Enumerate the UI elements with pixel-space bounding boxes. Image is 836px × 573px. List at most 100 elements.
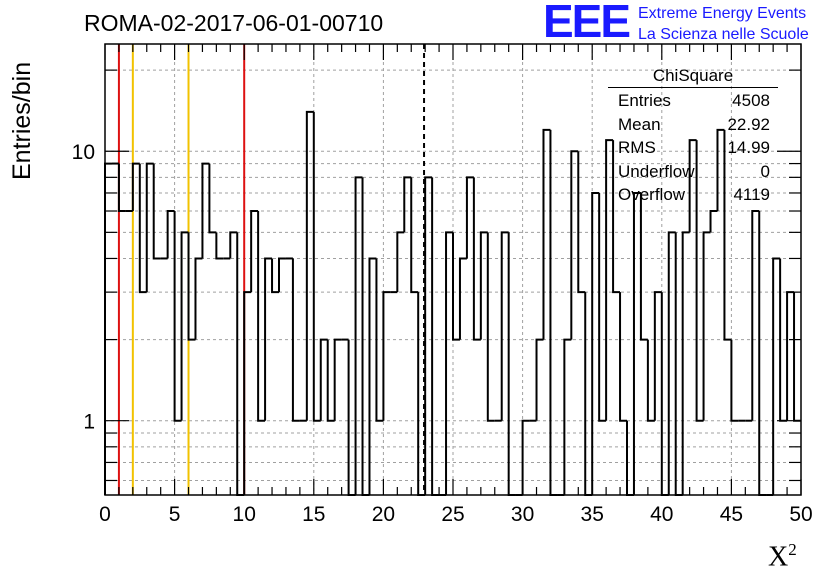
histogram-bin — [688, 139, 697, 233]
axis-ticks — [104, 44, 802, 495]
stats-value: 4119 — [733, 185, 770, 204]
x-axis-label-base: X — [768, 541, 789, 573]
stats-label: Underflow — [618, 161, 695, 181]
histogram-bin — [772, 257, 781, 495]
histogram-bin — [208, 163, 217, 234]
histogram-bin — [612, 140, 621, 294]
histogram-bin — [417, 292, 426, 496]
stats-value: 14.99 — [727, 138, 770, 157]
y-tick-label: 10 — [72, 141, 95, 164]
histogram-bin — [465, 176, 474, 259]
histogram-bin — [730, 339, 739, 422]
stats-label: RMS — [618, 138, 656, 157]
histogram-bin — [716, 128, 725, 212]
stats-title: ChiSquare — [608, 66, 778, 88]
histogram-bin — [751, 210, 760, 421]
histogram-bin — [674, 232, 683, 496]
histogram-bin — [667, 231, 676, 495]
histogram-bin — [723, 129, 732, 341]
histogram-bin — [194, 257, 203, 340]
histogram-bin — [117, 163, 126, 213]
histogram-bin — [257, 211, 266, 422]
histogram-bin — [326, 339, 335, 422]
x-axis-label: X2 — [768, 540, 797, 573]
histogram-bin — [452, 232, 460, 341]
histogram-bin — [472, 177, 481, 341]
histogram-bin — [180, 231, 189, 421]
histogram-bin — [598, 192, 607, 422]
histogram-bin — [660, 292, 669, 496]
y-tick-label: 1 — [83, 411, 95, 434]
histogram-bin — [152, 163, 161, 260]
histogram-bin — [646, 339, 655, 422]
stats-value: 4508 — [732, 91, 770, 110]
histogram-bin — [319, 338, 328, 421]
histogram-bin — [271, 258, 279, 294]
histogram-bin — [201, 162, 210, 259]
stats-row: Mean 22.92 — [608, 115, 778, 139]
histogram-bin — [333, 338, 342, 421]
x-tick-label: 20 — [372, 503, 395, 526]
histogram-bin — [104, 162, 112, 495]
histogram-bin — [375, 258, 384, 422]
histogram-bin — [709, 210, 718, 233]
histogram-bin — [250, 210, 259, 293]
histogram-bin — [535, 338, 544, 421]
histogram-bin — [264, 257, 273, 421]
histogram-bin — [695, 140, 704, 422]
histogram-bin — [187, 232, 196, 341]
histogram-bin — [403, 176, 412, 233]
histogram-bin — [563, 338, 572, 495]
histogram-bin — [445, 231, 453, 495]
histogram-bin — [591, 191, 600, 495]
histogram-bin — [542, 128, 551, 340]
histogram-bin — [166, 210, 175, 259]
histogram-bin — [632, 191, 641, 495]
histogram-bin — [619, 292, 627, 422]
histogram-bin — [486, 232, 495, 422]
stats-label: Overflow — [618, 185, 686, 204]
stats-label: Mean — [618, 114, 661, 134]
histogram-bin — [507, 232, 516, 496]
x-tick-label: 5 — [169, 503, 181, 526]
histogram-bin — [131, 162, 140, 212]
logo-mark: EEE — [543, 0, 631, 47]
histogram-bin — [291, 258, 300, 422]
stats-label: Entries — [618, 91, 671, 110]
x-tick-label: 40 — [650, 503, 673, 526]
histogram-bin — [758, 211, 767, 496]
histogram-bin — [521, 419, 530, 495]
histogram-bin — [500, 231, 509, 421]
histogram-bin — [173, 211, 182, 422]
histogram-bin — [653, 291, 662, 421]
histogram-bin — [424, 176, 433, 495]
histogram-bin — [312, 111, 321, 422]
histogram-bin — [570, 150, 579, 340]
histogram-bin — [305, 110, 314, 421]
x-tick-label: 15 — [302, 503, 325, 526]
histogram-bin — [396, 231, 405, 293]
histogram-bin — [354, 176, 363, 495]
stats-value: 0 — [760, 161, 770, 181]
histogram-bin — [793, 292, 801, 422]
tick-labels: 0 5 10 15 20 25 30 35 40 45 50 1 10 — [72, 141, 813, 526]
logo-line-2: La Scienza nelle Scuole — [638, 26, 809, 43]
histogram-bin — [138, 163, 147, 294]
stats-row: Entries 4508 — [608, 91, 778, 115]
stats-row: Overflow 4119 — [608, 185, 778, 209]
stats-row: RMS 14.99 — [608, 138, 778, 162]
histogram-bin — [786, 291, 795, 421]
y-axis-label: Entries/bin — [8, 61, 36, 180]
histogram-bin — [584, 292, 593, 496]
histogram-bin — [431, 177, 440, 496]
x-tick-label: 25 — [441, 503, 464, 526]
histogram-bin — [382, 291, 391, 421]
histogram-bin — [458, 257, 467, 340]
histogram-bin — [605, 139, 614, 421]
histogram-bin — [626, 420, 634, 496]
histogram-bin — [577, 151, 586, 294]
stats-box: ChiSquare Entries 4508 Mean 22.92 RMS 14.99… — [608, 66, 778, 209]
histogram-bin — [681, 231, 690, 495]
histogram-bin — [243, 291, 252, 495]
